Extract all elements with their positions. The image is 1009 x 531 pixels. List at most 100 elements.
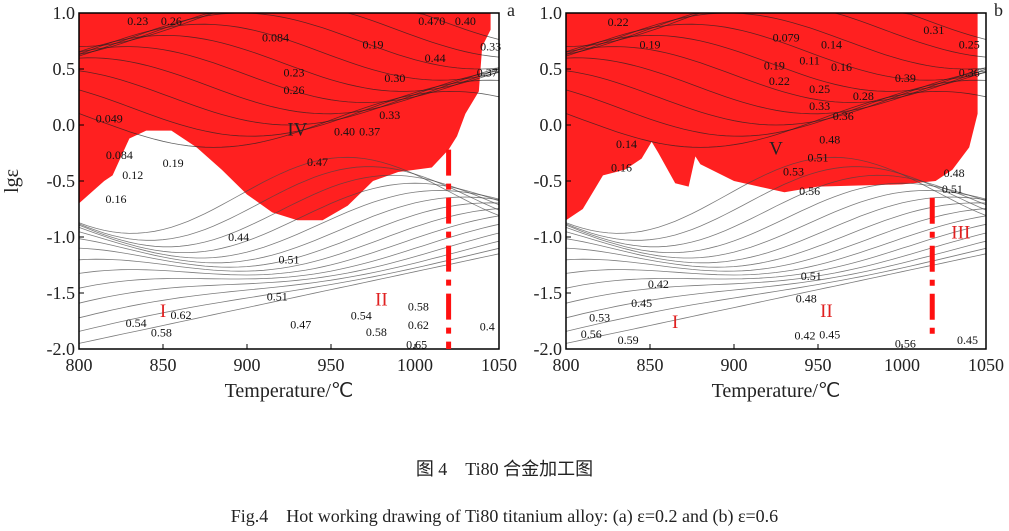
contour-label: 0.39	[895, 71, 916, 85]
region-label: I	[160, 301, 166, 322]
contour-line	[78, 215, 500, 276]
contour-label: 0.40	[455, 14, 476, 28]
contour-line	[565, 166, 987, 241]
y-tick-label: 0.5	[53, 59, 76, 79]
contour-line	[565, 223, 987, 289]
x-tick-label: 1050	[481, 355, 517, 375]
figure: 800 850 900 950 1000 1050 1.0 0.5 0.0 -0.5 -1.0 -1.…	[1, 0, 1005, 402]
contour-label: 0.049	[96, 111, 123, 125]
contour-line	[565, 57, 987, 115]
x-tick-label: 900	[721, 355, 748, 375]
instability-region	[79, 13, 491, 221]
contour-label: 0.51	[267, 289, 288, 303]
contour-label: 0.58	[408, 299, 429, 313]
contour-line	[565, 202, 987, 268]
contour-line	[565, 232, 987, 304]
contour-label: 0.084	[106, 148, 133, 162]
contour-label: 0.47	[307, 155, 328, 169]
panel-b: 800 850 900 950 1000 1050 1.0 0.5 0.0 -0.5 -1.0 -1.…	[534, 0, 1005, 402]
contour-line	[78, 223, 500, 289]
caption-en: Fig.4 Hot working drawing of Ti80 titani…	[230, 506, 779, 526]
contour-label: 0.45	[631, 296, 652, 310]
instability-region	[566, 13, 978, 221]
contour-line	[565, 196, 987, 264]
x-tick-label: 850	[637, 355, 664, 375]
contour-label: 0.56	[799, 184, 820, 198]
contour-label: 0.58	[366, 325, 387, 339]
panel-label: b	[994, 0, 1003, 20]
contour-line	[78, 166, 500, 241]
panel-label: a	[507, 0, 515, 20]
contour-label: 0.11	[799, 54, 820, 68]
contour-line	[78, 190, 500, 259]
y-tick-label: -2.0	[534, 339, 563, 359]
contour-label: 0.51	[808, 150, 829, 164]
contour-label: 0.37	[477, 65, 498, 79]
y-tick-label: 0.5	[540, 59, 563, 79]
y-tick-label: -1.5	[534, 283, 563, 303]
contour-label: 0.31	[923, 23, 944, 37]
x-axis-label: Temperature/℃	[225, 380, 354, 402]
y-tick-label: 0.0	[53, 115, 76, 135]
contour-label: 0.19	[764, 59, 785, 73]
contour-line	[78, 23, 500, 81]
y-tick-label: -0.5	[47, 171, 76, 191]
contour-line	[565, 215, 987, 276]
contour-line	[78, 156, 500, 234]
contour-label: 0.44	[228, 230, 249, 244]
contour-label: 0.58	[151, 326, 172, 340]
y-tick-label: 0.0	[540, 115, 563, 135]
contour-label: 0.45	[957, 333, 978, 347]
contour-line	[565, 208, 987, 272]
contour-label: 0.44	[425, 51, 446, 65]
contour-label: 0.16	[831, 60, 852, 74]
contour-label: 0.12	[122, 168, 143, 182]
contour-label: 0.53	[783, 164, 804, 178]
contour-line	[78, 232, 500, 304]
contour-label: 0.36	[833, 109, 854, 123]
y-tick-label: -1.0	[47, 227, 76, 247]
y-tick-label: -1.5	[47, 283, 76, 303]
contour-label: 0.28	[853, 89, 874, 103]
contour-label: 0.4	[480, 320, 495, 334]
x-tick-label: 1000	[884, 355, 920, 375]
contour-label: 0.53	[589, 311, 610, 325]
region-label: IV	[287, 119, 307, 140]
contour-label: 0.26	[161, 14, 182, 28]
contour-label: 0.48	[819, 133, 840, 147]
contour-line	[78, 240, 500, 319]
contour-label: 0.22	[608, 15, 629, 29]
contour-line	[565, 156, 987, 234]
region-label: II	[375, 290, 388, 311]
contour-label: 0.62	[171, 308, 192, 322]
contour-label: 0.47	[290, 317, 311, 331]
contour-label: 0.16	[105, 192, 126, 206]
contour-label: 0.51	[279, 252, 300, 266]
y-tick-label: -1.0	[534, 227, 563, 247]
contour-line	[78, 46, 500, 104]
contour-label: 0.33	[480, 40, 501, 54]
contour-label: 0.19	[163, 156, 184, 170]
x-tick-label: 950	[318, 355, 345, 375]
y-tick-label: -2.0	[47, 339, 76, 359]
contour-label: 0.470	[418, 14, 445, 28]
contour-label: 0.26	[284, 83, 305, 97]
contour-label: 0.42	[795, 329, 816, 343]
x-tick-label: 800	[66, 355, 93, 375]
x-tick-label: 1000	[397, 355, 433, 375]
contour-label: 0.48	[796, 292, 817, 306]
contour-line	[78, 196, 500, 264]
x-tick-label: 850	[150, 355, 177, 375]
region-label: I	[672, 312, 678, 333]
x-tick-label: 900	[234, 355, 261, 375]
contour-line	[78, 57, 500, 115]
contour-label: 0.14	[616, 137, 637, 151]
contour-line	[565, 190, 987, 259]
contour-label: 0.40	[334, 125, 355, 139]
contour-line	[565, 182, 987, 253]
contour-line	[565, 46, 987, 104]
x-tick-label: 950	[805, 355, 832, 375]
contour-label: 0.36	[959, 65, 980, 79]
contour-label: 0.42	[648, 277, 669, 291]
region-label: II	[820, 301, 833, 322]
